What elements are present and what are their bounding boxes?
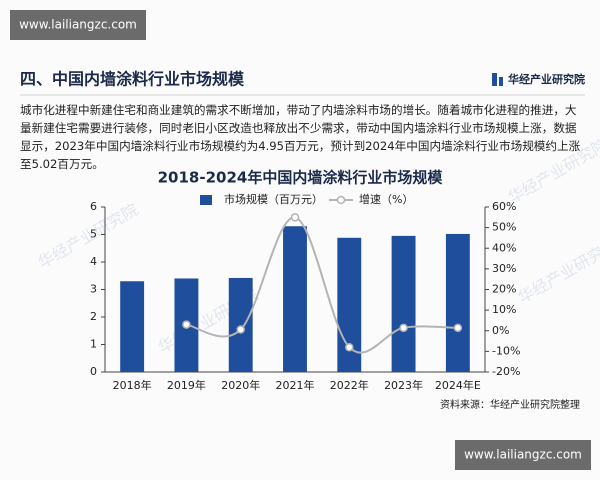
y2-tick-label: -20% [492,365,520,378]
logo-icon [499,77,503,86]
y-tick-label: 0 [90,365,97,378]
bar [120,281,145,372]
paragraph: 城市化进程中新建住宅和商业建筑的需求不断增加，带动了内墙涂料市场的增长。随着城市… [20,103,581,171]
line-marker [399,323,408,333]
site-badge: www.lailiangzc.com [19,18,137,32]
x-tick-label: 2021年 [276,378,315,392]
line-marker [290,213,300,222]
line-marker [236,325,245,334]
x-tick-label: 2019年 [167,378,206,392]
badge-box [10,10,146,40]
y-tick-label: 3 [90,283,97,296]
bar [228,277,253,372]
line-marker [182,320,191,329]
bar [283,226,307,372]
legend-label: 市场规模（百万元） [224,192,323,206]
y2-tick-label: 0% [492,324,509,337]
y-tick-label: 1 [90,338,97,351]
y2-tick-label: 30% [492,262,516,275]
badge-box [455,440,591,470]
bar [391,235,416,372]
legend-swatch [200,195,212,205]
y-tick-label: 2 [90,310,97,323]
x-tick-label: 2018年 [113,378,152,392]
y-tick-label: 5 [90,228,97,241]
y-tick-label: 4 [90,255,97,268]
legend-label: 增速（%） [359,192,413,206]
y2-tick-label: -10% [492,344,520,357]
line-marker [453,323,463,333]
bar [445,233,470,372]
x-tick-label: 2023年 [384,378,423,392]
x-tick-label: 2020年 [221,378,260,392]
y2-tick-label: 40% [492,241,516,254]
section-title: 四、中国内墙涂料行业市场规模 [20,70,245,89]
y2-tick-label: 20% [492,283,516,296]
source: 资料来源：华经产业研究院整理 [440,398,580,411]
line-marker [345,343,354,352]
chart-title: 2018-2024年中国内墙涂料行业市场规模 [158,169,444,187]
y2-tick-label: 60% [492,200,516,213]
x-tick-label: 2022年 [330,378,369,392]
logo-text: 华经产业研究院 [508,72,585,86]
site-badge: www.lailiangzc.com [464,448,582,462]
legend-swatch [336,195,346,205]
y2-tick-label: 10% [492,303,516,316]
logo-icon [492,73,497,86]
y-tick-label: 6 [90,200,97,213]
x-tick-label: 2024年E [435,378,481,392]
y2-tick-label: 50% [492,221,516,234]
